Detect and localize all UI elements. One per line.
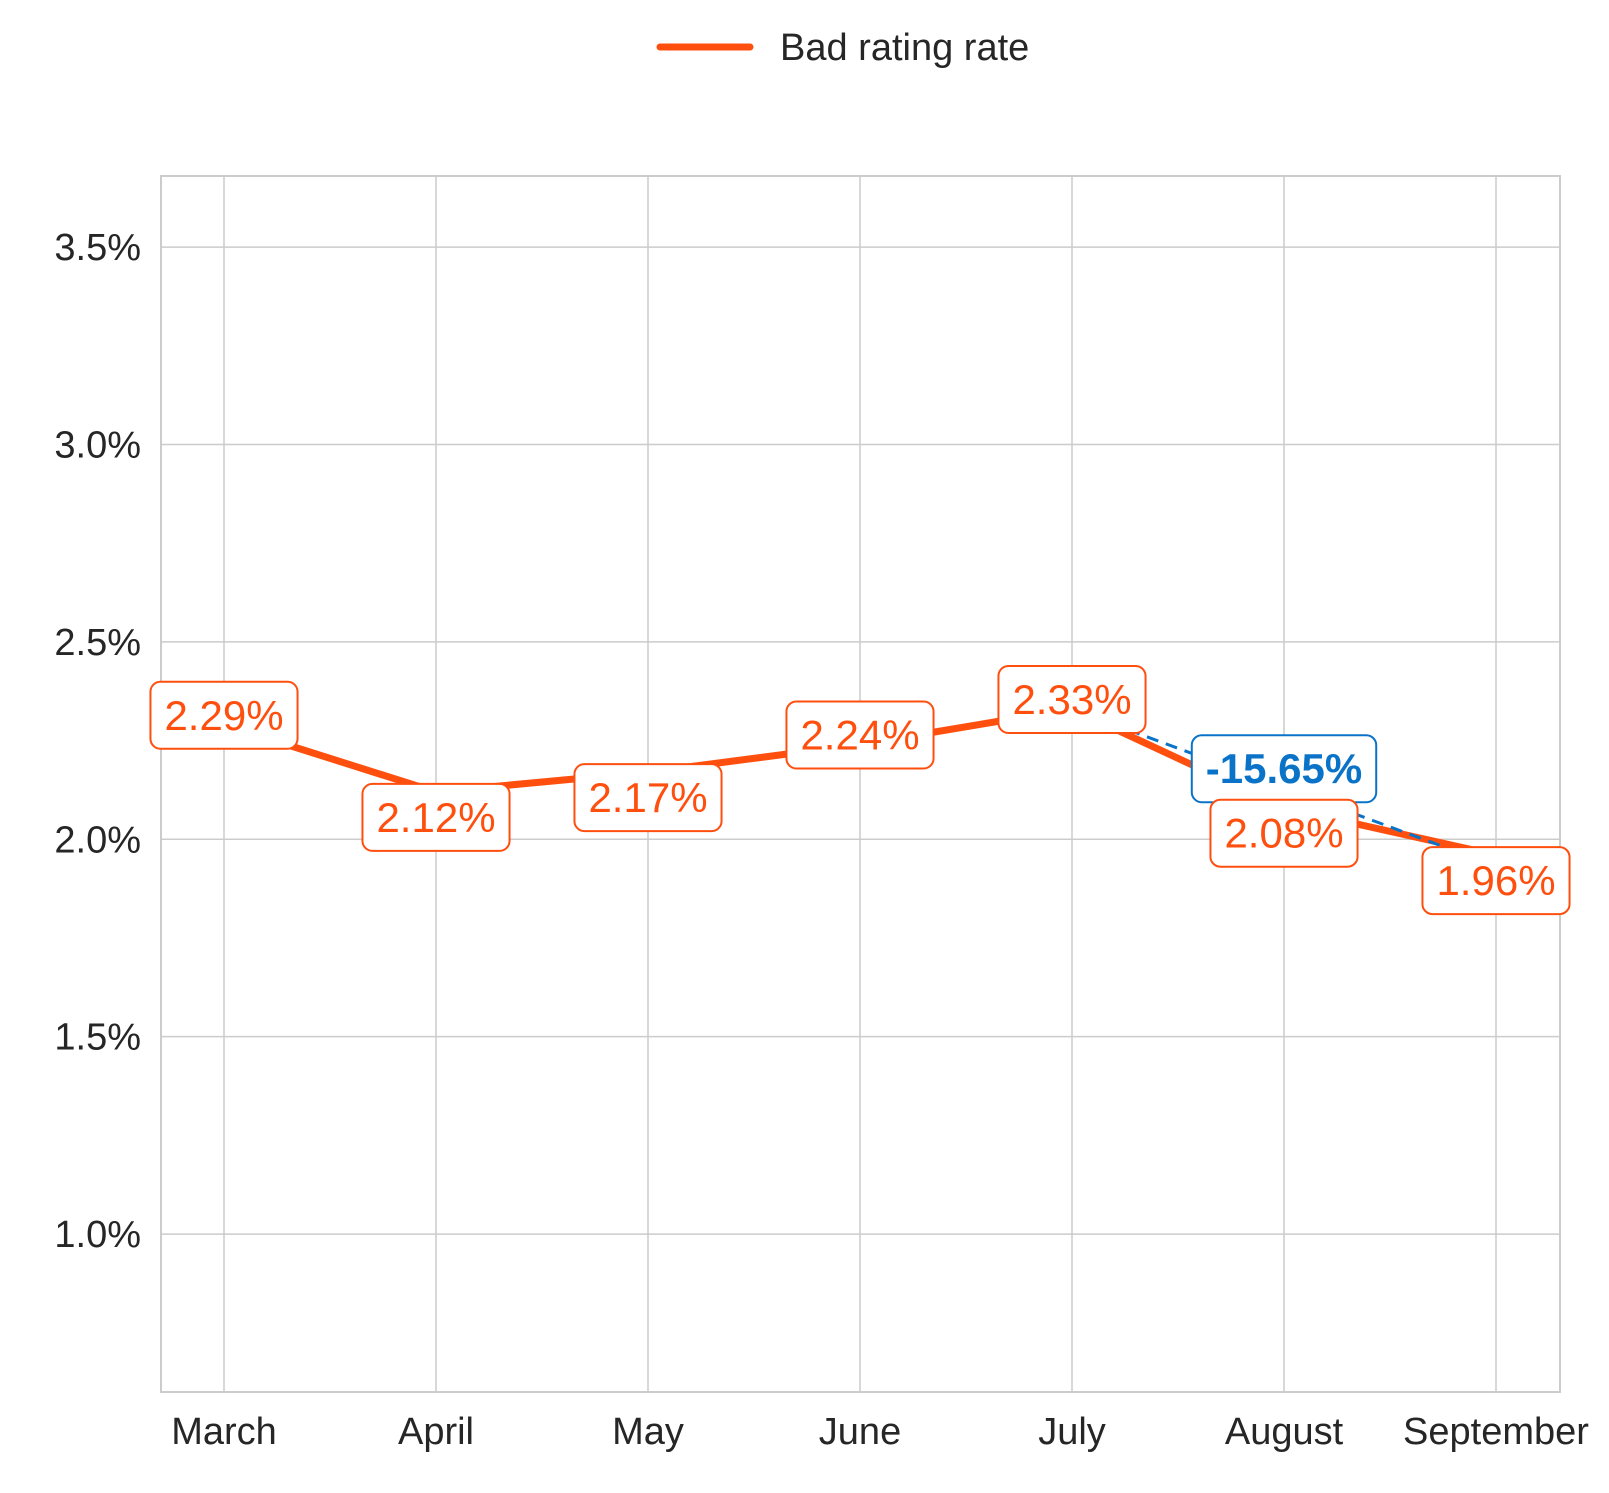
y-tick-label: 3.5% <box>54 227 141 269</box>
y-tick-label: 1.0% <box>54 1214 141 1256</box>
change-label-text: -15.65% <box>1206 745 1362 792</box>
data-label-september: 1.96% <box>1421 846 1571 916</box>
data-label-march-text: 2.29% <box>164 692 283 739</box>
x-tick-label-july: July <box>1038 1411 1106 1453</box>
data-label-march-box <box>149 680 299 750</box>
data-label-july: 2.33% <box>997 664 1147 734</box>
x-tick-label-august: August <box>1225 1411 1344 1453</box>
data-label-april-text: 2.12% <box>376 794 495 841</box>
x-tick-label-april: April <box>398 1411 474 1453</box>
y-tick-label: 2.0% <box>54 819 141 861</box>
data-label-may-box <box>573 763 723 833</box>
plot-frame <box>160 175 1561 1393</box>
data-label-june-box <box>785 700 935 770</box>
y-tick-label: 1.5% <box>54 1017 141 1059</box>
data-label-may: 2.17% <box>573 763 723 833</box>
legend: Bad rating rate <box>656 27 1029 69</box>
legend-label: Bad rating rate <box>780 27 1029 69</box>
data-label-august: 2.08% <box>1209 798 1359 868</box>
y-tick-label: 2.5% <box>54 622 141 664</box>
x-tick-label-september: September <box>1403 1411 1589 1453</box>
data-label-september-text: 1.96% <box>1436 857 1555 904</box>
data-label-may-text: 2.17% <box>588 774 707 821</box>
data-label-june-text: 2.24% <box>800 712 919 759</box>
data-label-april-box <box>361 782 511 852</box>
axes: 1.0% 1.5% 2.0% 2.5% 3.0% 3.5% March April May Jun… <box>54 175 1589 1453</box>
data-label-june: 2.24% <box>785 700 935 770</box>
x-tick-label-june: June <box>819 1411 901 1453</box>
x-tick-label-march: March <box>171 1411 277 1453</box>
data-label-august-box <box>1209 798 1359 868</box>
data-label-july-text: 2.33% <box>1012 676 1131 723</box>
change-label: -15.65% <box>1190 734 1378 804</box>
data-label-september-box <box>1421 846 1571 916</box>
y-tick-label: 3.0% <box>54 424 141 466</box>
data-label-july-box <box>997 664 1147 734</box>
data-labels: 2.29% 2.12% 2.17% 2.24% 2.33% 2.08% 1.96% <box>149 664 1571 916</box>
data-label-march: 2.29% <box>149 680 299 750</box>
data-label-august-text: 2.08% <box>1224 810 1343 857</box>
data-label-april: 2.12% <box>361 782 511 852</box>
x-tick-label-may: May <box>612 1411 684 1453</box>
change-annotation: -15.65% <box>1071 707 1467 857</box>
